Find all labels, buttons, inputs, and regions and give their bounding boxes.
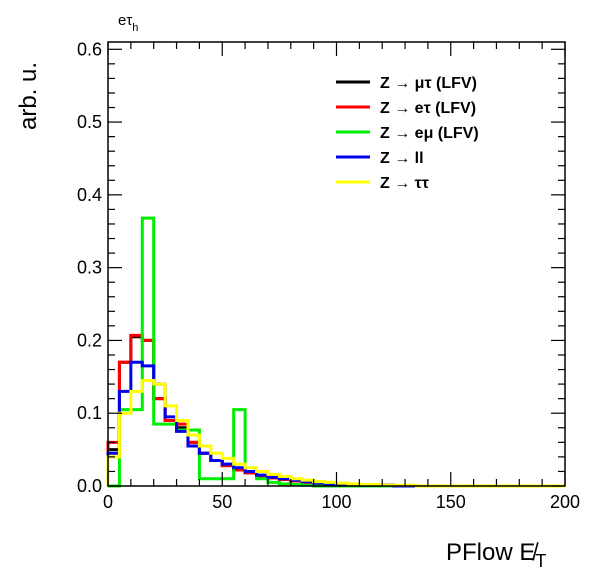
x-tick-label: 200 — [550, 492, 580, 512]
y-tick-label: 0.0 — [77, 476, 102, 496]
y-tick-label: 0.5 — [77, 112, 102, 132]
legend-label: Z → eμ (LFV) — [380, 125, 479, 142]
legend-label: Z → eτ (LFV) — [380, 100, 476, 117]
legend-label: Z → μτ (LFV) — [380, 75, 477, 92]
y-axis-title: arb. u. — [15, 62, 42, 130]
tick-layer: 0 50 100 150 200 0.0 0.1 0.2 0.3 0.4 0.5 0.6 — [77, 39, 580, 512]
x-tick-label: 100 — [321, 492, 351, 512]
legend-label: Z → ll — [380, 150, 424, 167]
x-tick-label: 50 — [212, 492, 232, 512]
x-axis-title: PFlow E̸T — [446, 539, 546, 571]
x-tick-label: 0 — [103, 492, 113, 512]
y-tick-label: 0.6 — [77, 39, 102, 59]
y-tick-label: 0.4 — [77, 185, 102, 205]
legend-label: Z → ττ — [380, 175, 429, 192]
y-tick-label: 0.1 — [77, 403, 102, 423]
channel-label: eτh — [118, 12, 138, 34]
legend: Z → μτ (LFV) Z → eτ (LFV) Z → eμ (LFV) Z → … — [336, 75, 479, 192]
y-tick-label: 0.2 — [77, 330, 102, 350]
x-tick-label: 150 — [436, 492, 466, 512]
y-tick-label: 0.3 — [77, 258, 102, 278]
